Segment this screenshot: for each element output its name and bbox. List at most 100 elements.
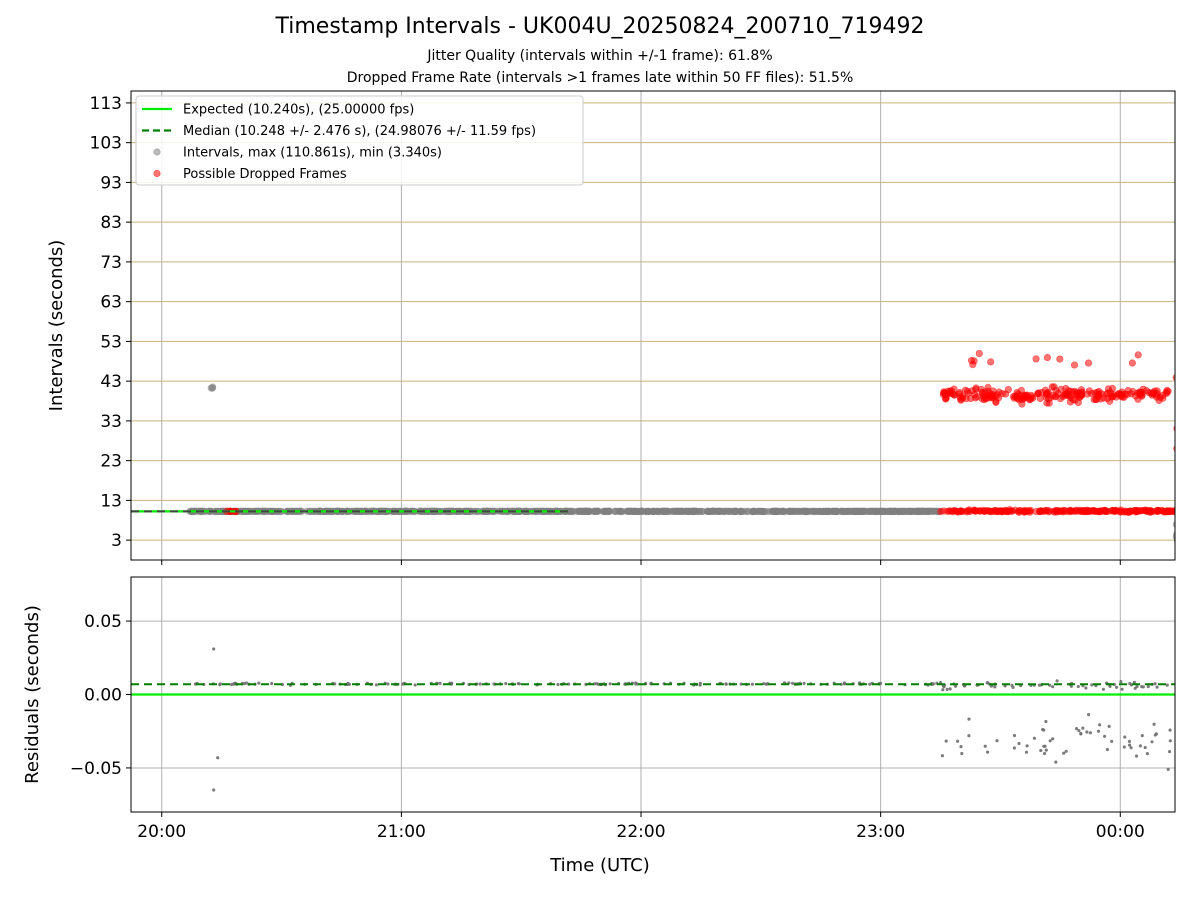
residual-point (1062, 752, 1065, 755)
dropped-frame-point (1178, 447, 1185, 454)
interval-point (1182, 503, 1189, 510)
interval-point (928, 508, 935, 515)
interval-point (726, 508, 733, 515)
dropped-frame-point (1175, 508, 1182, 515)
residual-point (439, 682, 442, 685)
residual-point (1082, 727, 1085, 730)
residual-point (347, 682, 350, 685)
residual-point (1051, 738, 1054, 741)
dropped-frame-point (1033, 356, 1040, 363)
residual-point (1042, 729, 1045, 732)
residual-point (1135, 755, 1138, 758)
residual-point (258, 682, 261, 685)
residual-point (1123, 746, 1126, 749)
dropped-frame-point (1188, 508, 1195, 515)
dropped-frame-point (1193, 509, 1200, 516)
dropped-frame-point (1018, 387, 1025, 394)
interval-point (1185, 518, 1192, 525)
interval-point (1196, 534, 1200, 541)
residual-point (949, 688, 952, 691)
interval-point (733, 508, 740, 515)
residual-point (1121, 688, 1124, 691)
residual-point (1013, 734, 1016, 737)
dropped-frame-point (967, 395, 974, 402)
dropped-frame-point (1176, 508, 1183, 515)
interval-point (661, 508, 668, 515)
dropped-frame-point (1176, 377, 1183, 384)
interval-point (1177, 537, 1184, 544)
residual-point (1091, 684, 1094, 687)
residual-point (956, 740, 959, 743)
residual-point (1089, 732, 1092, 735)
dropped-frame-point (1177, 421, 1184, 428)
interval-point (1196, 530, 1200, 537)
interval-point (209, 384, 216, 391)
residual-point (1151, 741, 1154, 744)
residual-point (751, 683, 754, 686)
interval-point (1192, 505, 1199, 512)
residual-point (1156, 686, 1159, 689)
dropped-frame-point (940, 508, 947, 515)
interval-point (1189, 533, 1196, 540)
dropped-frame-point (1002, 508, 1009, 515)
interval-point (1194, 506, 1200, 513)
residual-point (1124, 736, 1127, 739)
dropped-frame-point (1180, 509, 1187, 516)
residual-point (387, 683, 390, 686)
interval-point (1178, 509, 1185, 516)
dropped-frame-point (1057, 356, 1064, 363)
interval-point (892, 508, 899, 515)
dropped-frame-point (1165, 508, 1172, 515)
dropped-frame-point (1163, 389, 1170, 396)
interval-point (1183, 534, 1190, 541)
interval-point (591, 508, 598, 515)
residual-point (1085, 687, 1088, 690)
residual-point (1140, 685, 1143, 688)
dropped-frame-point (1177, 508, 1184, 515)
interval-point (850, 508, 857, 515)
residual-point (1133, 681, 1136, 684)
dropped-frame-point (978, 386, 985, 393)
residual-point (1181, 732, 1184, 735)
interval-point (1182, 532, 1189, 539)
residual-point (1043, 745, 1046, 748)
dropped-frame-point (1191, 508, 1198, 515)
dropped-frame-point (1186, 391, 1193, 398)
dropped-frame-point (1186, 508, 1193, 515)
residual-point (1045, 720, 1048, 723)
dropped-frame-point (1096, 391, 1103, 398)
interval-point (1192, 533, 1199, 540)
dropped-frame-point (1191, 508, 1198, 515)
interval-point (577, 508, 584, 515)
residual-point (946, 688, 949, 691)
interval-point (717, 508, 724, 515)
dropped-frame-point (977, 508, 984, 515)
interval-point (1174, 531, 1181, 538)
residual-point (375, 684, 378, 687)
dropped-frame-point (1009, 508, 1016, 515)
residual-point (1018, 742, 1021, 745)
residual-point (1012, 686, 1015, 689)
interval-point (920, 508, 927, 515)
residual-point (1166, 684, 1169, 687)
residual-point (1040, 749, 1043, 752)
dropped-frame-point (1102, 508, 1109, 515)
residual-point (945, 740, 948, 743)
interval-point (1192, 521, 1199, 528)
dropped-frame-point (1185, 507, 1192, 514)
residual-point (634, 682, 637, 685)
residual-point (843, 682, 846, 685)
residual-point (1197, 675, 1200, 678)
dropped-frame-point (1012, 393, 1019, 400)
dropped-frame-point (1124, 509, 1131, 516)
dropped-frame-point (1179, 508, 1186, 515)
dropped-frame-point (1129, 360, 1136, 367)
dropped-frame-point (1043, 507, 1050, 514)
residual-point (517, 682, 520, 685)
residual-point (1169, 740, 1172, 743)
interval-point (782, 508, 789, 515)
residual-point (414, 684, 417, 687)
residual-point (1043, 752, 1046, 755)
interval-point (643, 508, 650, 515)
interval-point (859, 508, 866, 515)
